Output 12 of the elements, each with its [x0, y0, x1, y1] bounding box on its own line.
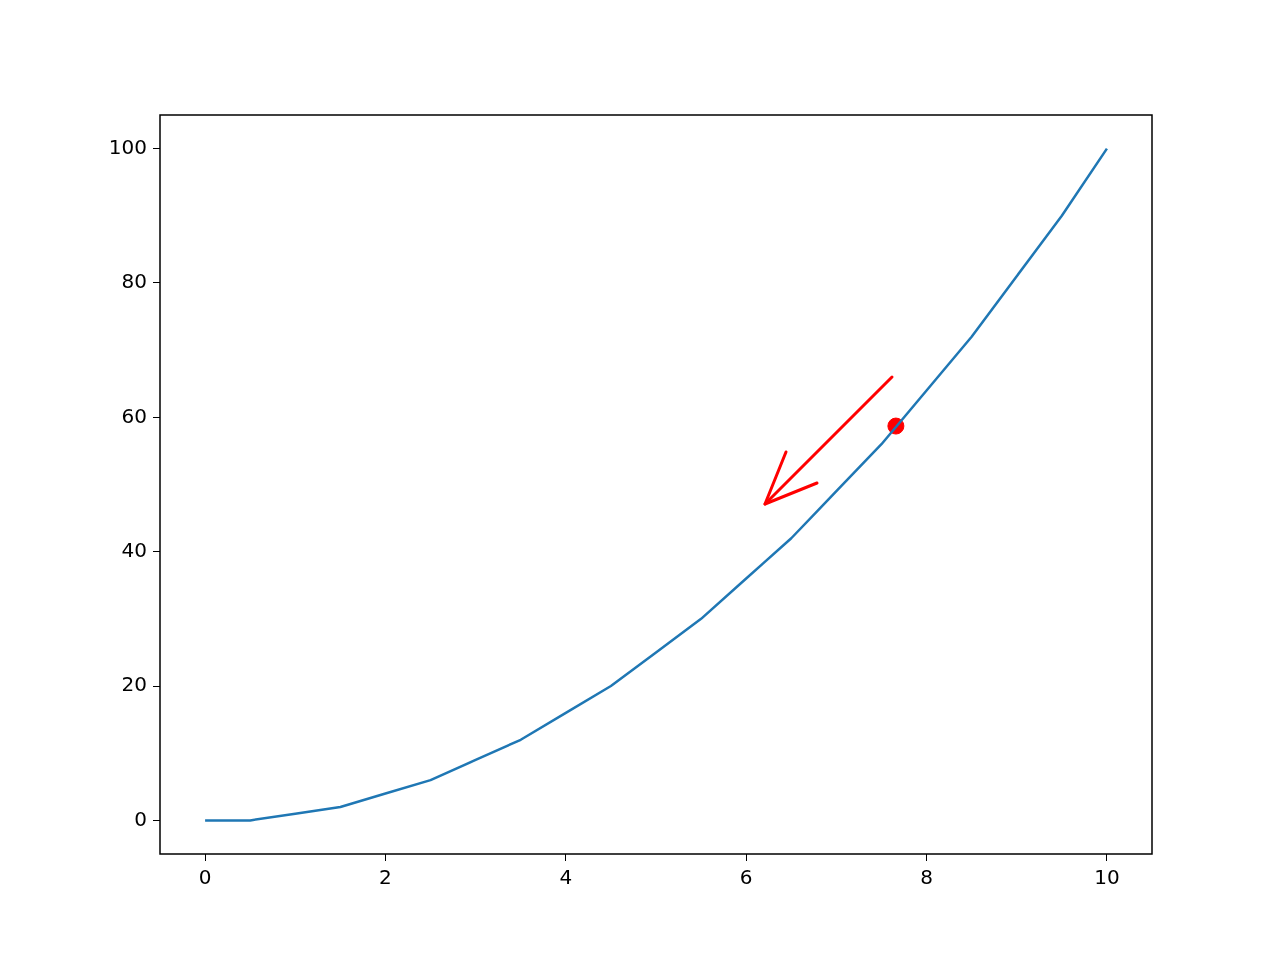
- x-tick-label: 6: [739, 865, 753, 890]
- y-tick-label: 80: [121, 269, 147, 294]
- x-tick-label: 4: [559, 865, 573, 890]
- y-tick-label: 60: [121, 403, 147, 428]
- y-tick-label: 0: [134, 806, 147, 831]
- y-tick-label: 40: [121, 537, 147, 562]
- y-tick-label: 20: [121, 672, 147, 697]
- x-tick-label: 10: [1094, 865, 1120, 890]
- x-tick-label: 8: [920, 865, 933, 890]
- x-tick-label: 2: [379, 865, 392, 890]
- y-tick-label: 100: [108, 134, 147, 159]
- x-tick-label: 0: [198, 865, 212, 890]
